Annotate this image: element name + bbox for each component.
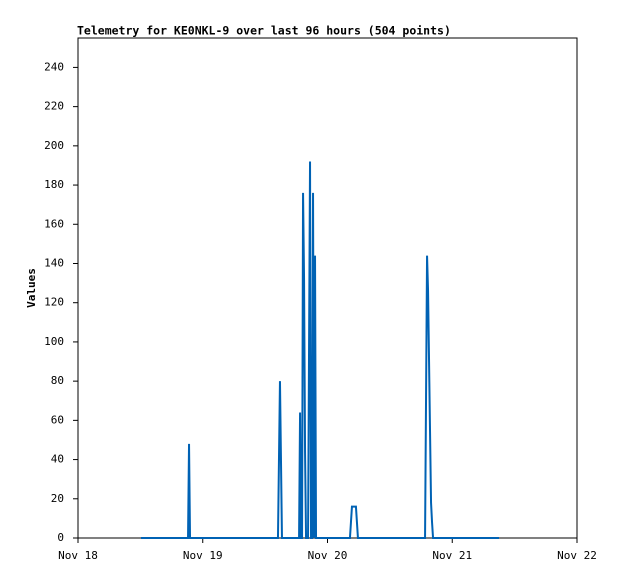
plot-frame [77,37,578,539]
y-tick-label: 0 [57,531,64,544]
y-tick-label: 60 [51,413,64,426]
y-tick-label: 80 [51,374,64,387]
y-tick-label: 100 [44,335,64,348]
y-tick-label: 200 [44,139,64,152]
y-tick-label: 20 [51,492,64,505]
x-tick-label: Nov 20 [308,549,348,562]
y-tick-label: 160 [44,217,64,230]
data-line [141,161,500,539]
y-tick-label: 180 [44,178,64,191]
y-tick-label: 240 [44,60,64,73]
x-tick-label: Nov 21 [432,549,472,562]
chart-title: Telemetry for KE0NKL-9 over last 96 hour… [77,24,451,38]
y-tick-label: 140 [44,256,64,269]
x-tick-label: Nov 22 [557,549,597,562]
y-axis-label: Values [25,268,38,308]
x-tick-label: Nov 19 [183,549,223,562]
x-tick-label: Nov 18 [58,549,98,562]
y-tick-label: 220 [44,100,64,113]
y-tick-label: 40 [51,453,64,466]
y-tick-label: 120 [44,296,64,309]
